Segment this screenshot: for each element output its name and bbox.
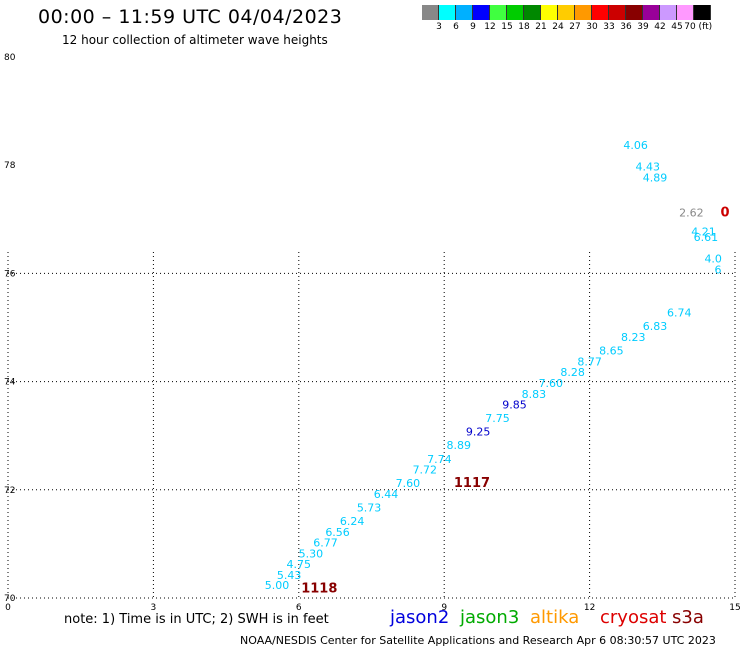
color-scale-label: 45 [671, 22, 683, 32]
color-swatch [507, 5, 524, 20]
color-scale-label: 18 [518, 22, 530, 32]
wave-height-point: 6.83 [643, 320, 668, 333]
wave-height-point: 8.83 [522, 388, 547, 401]
wave-height-point: 2.62 [679, 207, 704, 220]
wave-height-point: 6.44 [374, 488, 399, 501]
color-swatch [592, 5, 609, 20]
x-tick-label: 12 [584, 603, 595, 613]
x-tick-label: 15 [729, 603, 740, 613]
color-swatch [473, 5, 490, 20]
wave-height-point: 7.74 [427, 453, 452, 466]
y-tick-label: 70 [4, 594, 16, 604]
color-scale-labels: 3 6 9 12 15 18 21 24 27 30 33 36 39 42 45 70 (ft) [422, 22, 740, 34]
satellite-jason3-legend: jason3 [460, 607, 520, 628]
y-tick-label: 76 [4, 269, 16, 279]
wave-height-point: 6.74 [667, 307, 692, 320]
credit-footer: NOAA/NESDIS Center for Satellite Applica… [240, 634, 716, 647]
wave-height-point: 4.89 [643, 171, 668, 184]
wave-height-point: 5.00 [265, 579, 290, 592]
wave-height-point: 7.75 [485, 412, 510, 425]
color-swatch [439, 5, 456, 20]
wave-height-point: 6.61 [694, 231, 719, 244]
color-swatch [490, 5, 507, 20]
color-scale-label: 30 [586, 22, 598, 32]
color-scale-label: 36 [620, 22, 632, 32]
color-swatch [660, 5, 677, 20]
wave-height-point: 4.06 [623, 139, 648, 152]
color-swatch [677, 5, 694, 20]
color-swatch [422, 5, 439, 20]
color-scale-label: 33 [603, 22, 615, 32]
color-swatch [558, 5, 575, 20]
wave-height-point: 8.65 [599, 345, 624, 358]
color-scale-label: 12 [484, 22, 496, 32]
y-tick-label: 74 [4, 378, 16, 388]
y-tick-label: 72 [4, 486, 15, 496]
color-scale-label: 27 [569, 22, 581, 32]
color-scale-label: 21 [535, 22, 547, 32]
color-scale-label: 39 [637, 22, 649, 32]
x-tick-label: 0 [5, 603, 11, 613]
color-scale-label: 3 [436, 22, 442, 32]
color-scale-label: 9 [470, 22, 476, 32]
wave-height-point: 5.73 [357, 501, 382, 514]
y-tick-label: 80 [4, 53, 16, 63]
wave-height-point: 4.0 [704, 253, 722, 266]
wave-height-point: 9.85 [502, 399, 527, 412]
color-swatch [541, 5, 558, 20]
color-swatch [575, 5, 592, 20]
wave-height-point: 5.30 [299, 547, 324, 560]
wave-height-point: 8.28 [560, 366, 585, 379]
color-scale-label: 70 (ft) [684, 22, 713, 32]
wave-height-point: 9.25 [466, 426, 491, 439]
satellite-s3a-legend: s3a [672, 607, 704, 628]
x-tick-label: 9 [441, 603, 447, 613]
wave-height-point: 6.24 [340, 515, 365, 528]
wave-height-point: 7.72 [413, 464, 438, 477]
color-swatch [456, 5, 473, 20]
satellite-jason2-legend: jason2 [390, 607, 450, 628]
wave-height-point: 6.77 [313, 537, 338, 550]
wave-height-point: 8.23 [621, 331, 646, 344]
color-swatch [694, 5, 711, 20]
x-tick-label: 6 [296, 603, 302, 613]
color-scale-label: 6 [453, 22, 459, 32]
color-swatch [524, 5, 541, 20]
color-swatch [609, 5, 626, 20]
color-scale-bar [422, 5, 711, 20]
wave-height-point: 7.60 [396, 477, 421, 490]
wave-height-point: 6 [715, 263, 722, 276]
satellite-altika-legend: altika [530, 607, 580, 628]
color-scale-label: 15 [501, 22, 513, 32]
wave-height-point: 8.77 [577, 355, 602, 368]
x-tick-label: 3 [151, 603, 157, 613]
orbit-number-label: 0 [720, 206, 729, 221]
chart-subtitle: 12 hour collection of altimeter wave hei… [62, 33, 328, 47]
color-swatch [626, 5, 643, 20]
note-text: note: 1) Time is in UTC; 2) SWH is in fe… [64, 612, 329, 627]
wave-height-point: 4.75 [287, 558, 312, 571]
y-tick-label: 78 [4, 161, 16, 171]
wave-height-point: 4.43 [636, 161, 661, 174]
wave-height-point: 4.21 [691, 226, 716, 239]
color-scale-label: 42 [654, 22, 666, 32]
color-scale-label: 24 [552, 22, 564, 32]
wave-height-point: 8.89 [446, 439, 471, 452]
wave-height-point: 6.56 [325, 526, 350, 539]
wave-height-point: 5.43 [277, 569, 302, 582]
color-swatch [643, 5, 660, 20]
wave-height-point: 7.60 [539, 377, 564, 390]
chart-title: 00:00 – 11:59 UTC 04/04/2023 [38, 6, 343, 28]
satellite-cryosat-legend: cryosat [600, 607, 667, 628]
orbit-number-label: 1118 [301, 582, 337, 597]
orbit-number-label: 1117 [454, 476, 490, 491]
